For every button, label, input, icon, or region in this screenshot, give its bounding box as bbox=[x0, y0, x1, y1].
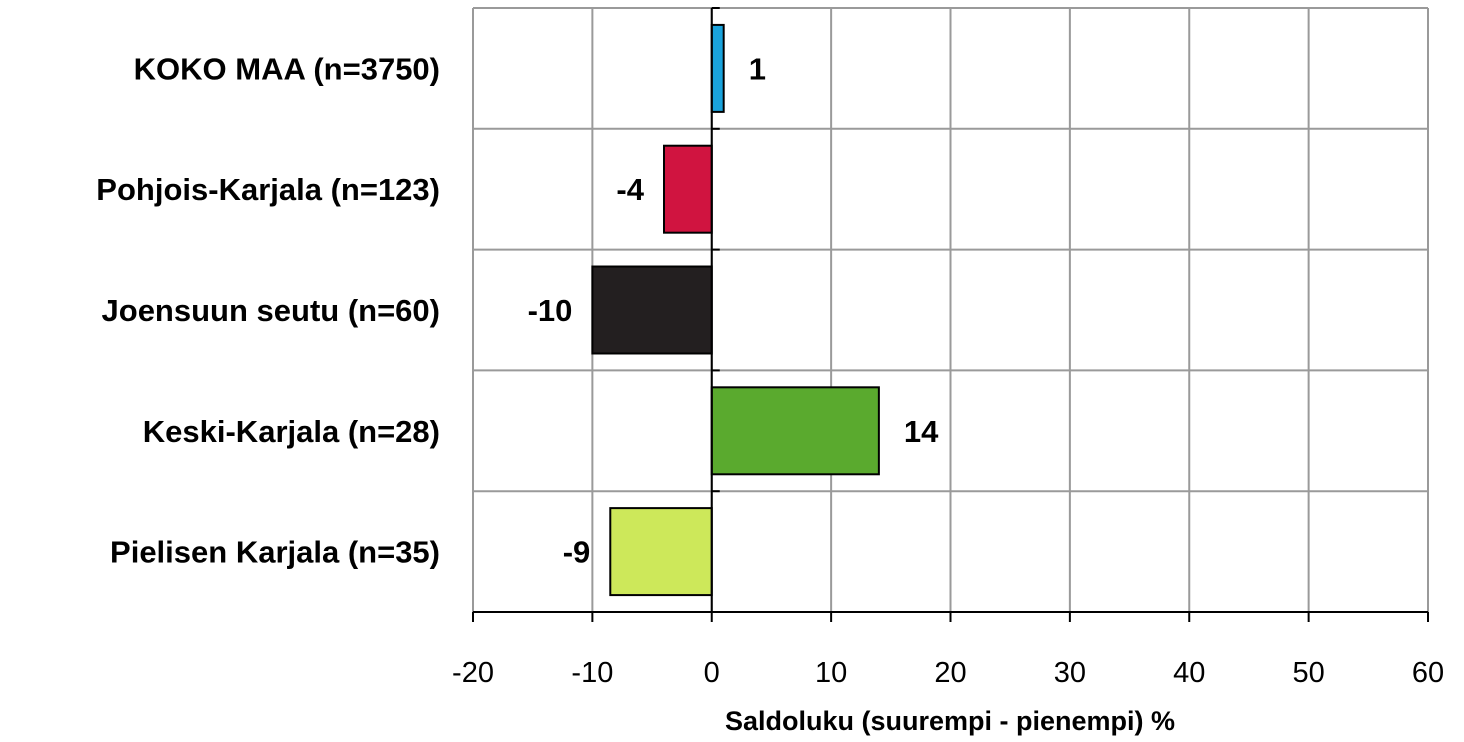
bar bbox=[609, 507, 713, 597]
x-tick-label: 10 bbox=[815, 657, 847, 689]
bar bbox=[663, 144, 713, 234]
category-label: Pielisen Karjala (n=35) bbox=[110, 535, 440, 570]
data-label: -10 bbox=[528, 293, 573, 328]
data-label: -4 bbox=[616, 172, 644, 207]
x-tick-label: 20 bbox=[934, 657, 966, 689]
x-tick-labels: -20 -10 0 10 20 30 40 50 60 bbox=[452, 657, 1444, 689]
x-tick-label: 0 bbox=[704, 657, 720, 689]
category-label: Joensuun seutu (n=60) bbox=[102, 293, 440, 328]
x-tick-label: 40 bbox=[1173, 657, 1205, 689]
x-axis-title: Saldoluku (suurempi - pienempi) % bbox=[725, 706, 1175, 736]
category-labels: KOKO MAA (n=3750) Pohjois-Karjala (n=123)… bbox=[96, 51, 440, 569]
bar bbox=[710, 23, 725, 113]
data-label: 1 bbox=[749, 51, 766, 86]
x-tick-label: -10 bbox=[571, 657, 613, 689]
bar bbox=[591, 265, 713, 355]
x-tick-label: 50 bbox=[1292, 657, 1324, 689]
category-label: KOKO MAA (n=3750) bbox=[134, 51, 440, 86]
data-labels: 1 -4 -10 14 -9 bbox=[528, 51, 940, 569]
bars bbox=[591, 23, 880, 597]
bar bbox=[710, 386, 880, 476]
x-tick-label: 30 bbox=[1054, 657, 1086, 689]
category-label: Pohjois-Karjala (n=123) bbox=[96, 172, 440, 207]
axes bbox=[472, 7, 1429, 622]
category-label: Keski-Karjala (n=28) bbox=[143, 414, 440, 449]
x-tick-label: -20 bbox=[452, 657, 494, 689]
data-label: 14 bbox=[904, 414, 939, 449]
x-tick-label: 60 bbox=[1412, 657, 1444, 689]
data-label: -9 bbox=[563, 535, 591, 570]
